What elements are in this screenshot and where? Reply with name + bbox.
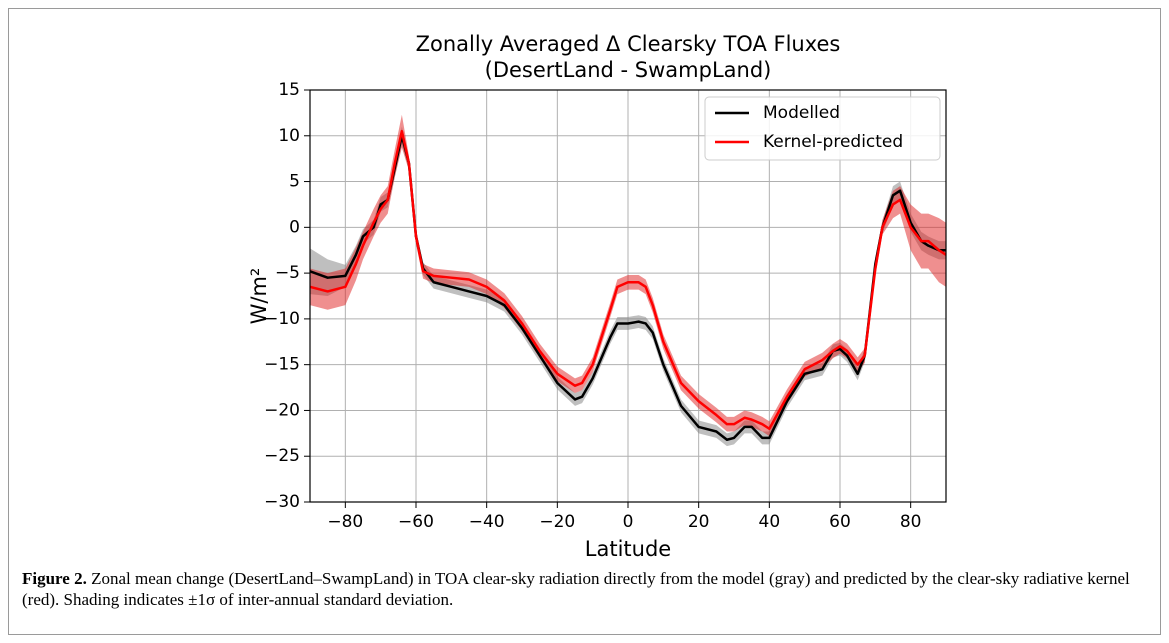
y-tick-label: 5 [289,172,300,192]
x-tick-label: 40 [759,512,781,532]
y-tick-label: 0 [289,217,300,237]
plot-area [310,114,946,447]
caption-label: Figure 2. [22,569,87,588]
legend-box [704,96,941,161]
x-tick-label: −20 [539,512,575,532]
x-tick-label: −60 [398,512,434,532]
y-tick-label: −20 [264,400,300,420]
y-tick-label: −5 [275,263,300,283]
y-tick-label: −30 [264,492,300,512]
x-tick-label: −80 [327,512,363,532]
y-tick-label: 15 [278,80,300,100]
y-tick-label: −25 [264,446,300,466]
x-axis-label: Latitude [585,537,671,560]
x-tick-label: 60 [829,512,851,532]
chart-subtitle: (DesertLand - SwampLand) [485,58,772,82]
x-tick-label: 0 [623,512,634,532]
figure-caption: Figure 2. Zonal mean change (DesertLand–… [22,568,1142,610]
x-tick-label: 80 [900,512,922,532]
legend-label: Modelled [763,103,840,123]
figure-frame [8,8,1161,635]
x-tick-label: 20 [688,512,710,532]
legend: Modelled Kernel-predicted [704,96,941,161]
series-line [310,129,946,431]
y-tick-label: −15 [264,355,300,375]
y-tick-label: 10 [278,126,300,146]
y-tick-label: −10 [264,309,300,329]
chart: Zonally Averaged Δ Clearsky TOA Fluxes (… [247,32,947,560]
error-band [310,114,946,437]
y-axis-label: W/m² [247,268,271,325]
x-tick-label: −40 [469,512,505,532]
axes: 15 10 5 0 −5 −10 −15 −20 −25 −30 −80 −60 −40 −20 0 20 40… [264,80,921,532]
error-band [310,126,946,447]
caption-text: Zonal mean change (DesertLand–SwampLand)… [22,569,1130,609]
legend-label: Kernel-predicted [763,132,903,152]
chart-title: Zonally Averaged Δ Clearsky TOA Fluxes [416,32,841,56]
